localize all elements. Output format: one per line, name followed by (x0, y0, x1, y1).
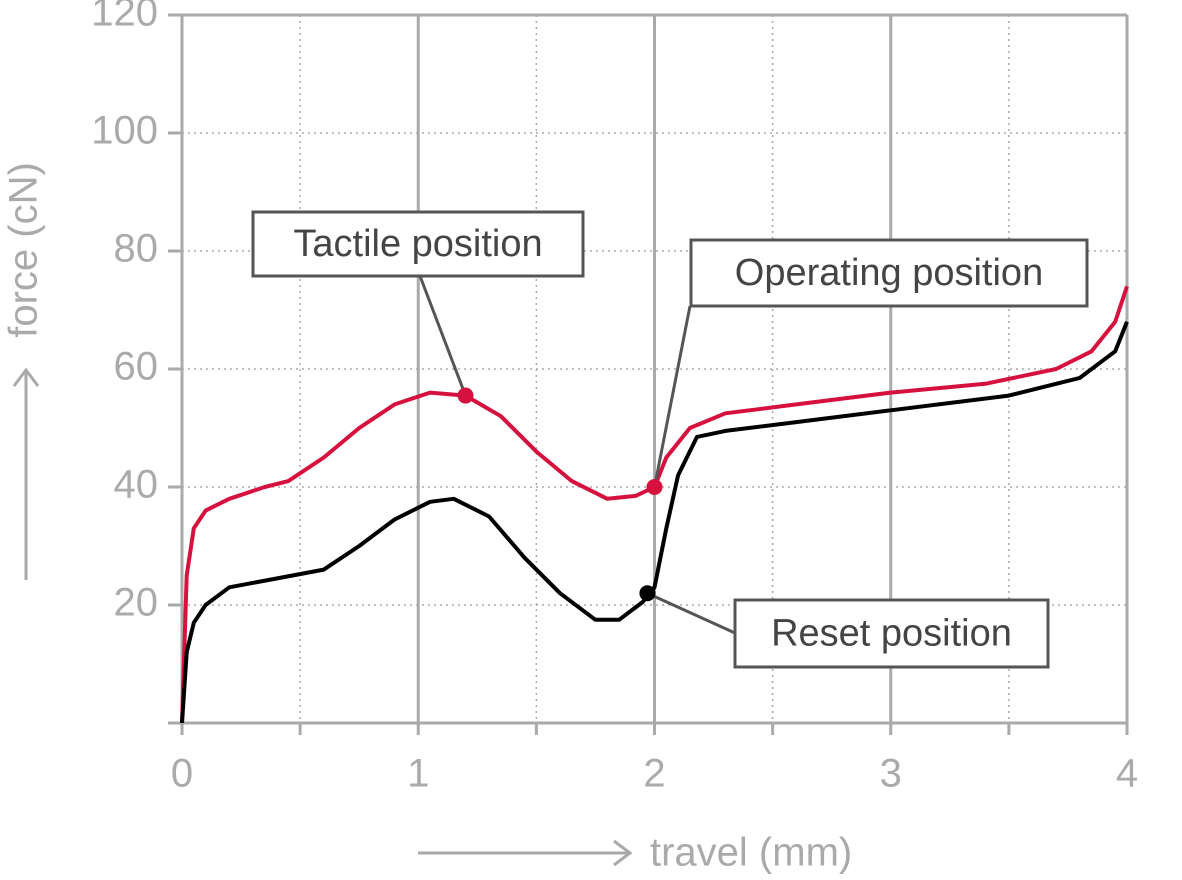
annotation-leader (653, 305, 692, 488)
annotation-leader (418, 275, 467, 397)
annotation-box (733, 598, 1050, 669)
x-axis-label-group: travel (mm) (418, 831, 852, 875)
annotation-box (251, 210, 585, 278)
x-tick-label: 0 (171, 752, 193, 796)
annotation-point (457, 387, 474, 404)
x-arrow-head (613, 839, 633, 867)
y-tick-label: 40 (114, 463, 159, 507)
x-axis-label: travel (mm) (650, 831, 852, 875)
y-tick-label: 20 (114, 581, 159, 625)
y-tick-label: 120 (91, 0, 158, 35)
annotation-text: Reset position (771, 613, 1012, 655)
annotation-text: Operating position (735, 252, 1043, 294)
y-axis-label: force (cN) (2, 162, 46, 338)
x-tick-label: 1 (407, 752, 429, 796)
y-arrow-head (12, 367, 40, 387)
y-tick-label: 60 (114, 345, 159, 389)
y-axis-label-group: force (cN) (2, 162, 46, 580)
series-line (180, 321, 1129, 724)
annotation-box (689, 238, 1089, 308)
x-tick-label: 3 (880, 752, 902, 796)
x-tick-label: 4 (1116, 752, 1138, 796)
annotation-point (639, 585, 656, 602)
annotation-leader (646, 591, 736, 635)
annotation-point (646, 479, 663, 495)
series-line (180, 285, 1129, 724)
x-tick-label: 2 (643, 752, 665, 796)
annotation-text: Tactile position (293, 223, 542, 265)
y-tick-label: 100 (91, 109, 158, 153)
y-tick-label: 80 (114, 227, 159, 271)
